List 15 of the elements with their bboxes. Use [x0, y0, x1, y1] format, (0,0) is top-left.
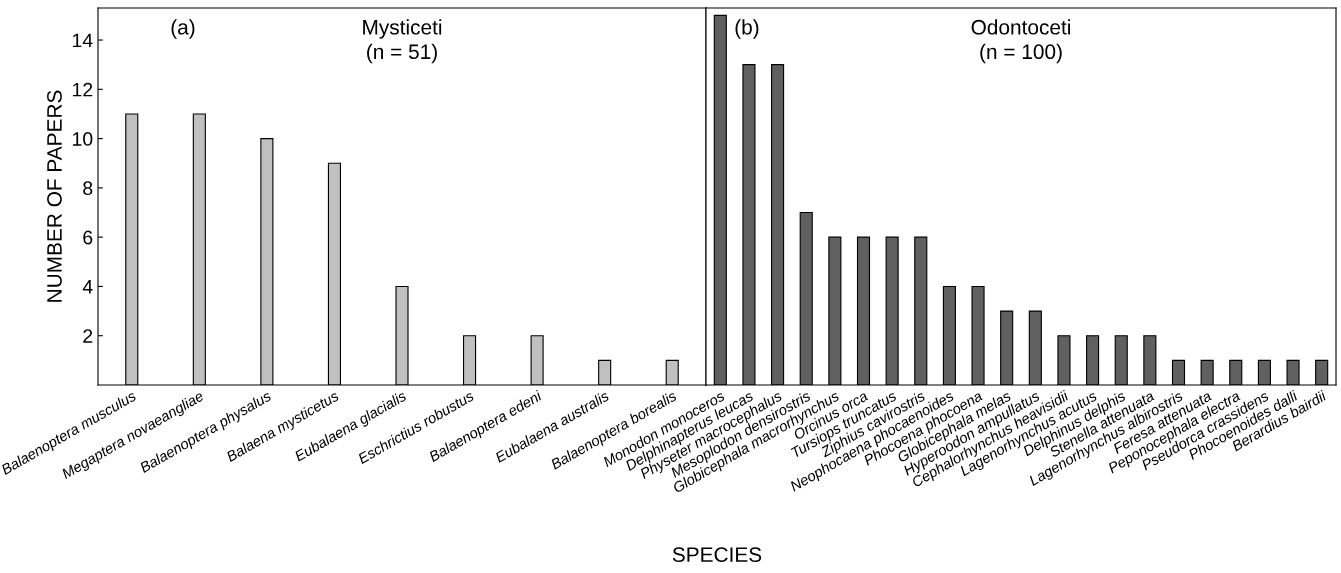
annotation: (b) — [735, 19, 759, 39]
text: Mysticeti — [363, 19, 442, 39]
y-tick-label: 2 — [83, 329, 93, 343]
x-axis-title: SPECIES — [672, 547, 762, 563]
y-tick-label: 12 — [73, 82, 93, 97]
y-tick-label: 6 — [83, 230, 93, 245]
y-tick-label: 14 — [73, 33, 93, 48]
y-tick-label: 10 — [73, 132, 93, 146]
annotation: (a) — [171, 19, 195, 39]
y-tick-label: 8 — [83, 181, 93, 196]
text: (n = 51) — [367, 43, 437, 64]
text: (n = 100) — [980, 43, 1062, 64]
y-axis-title: NUMBER OF PAPERS — [47, 90, 62, 302]
y-tick-label: 4 — [82, 280, 93, 294]
chart-title: Odontoceti — [971, 19, 1070, 35]
